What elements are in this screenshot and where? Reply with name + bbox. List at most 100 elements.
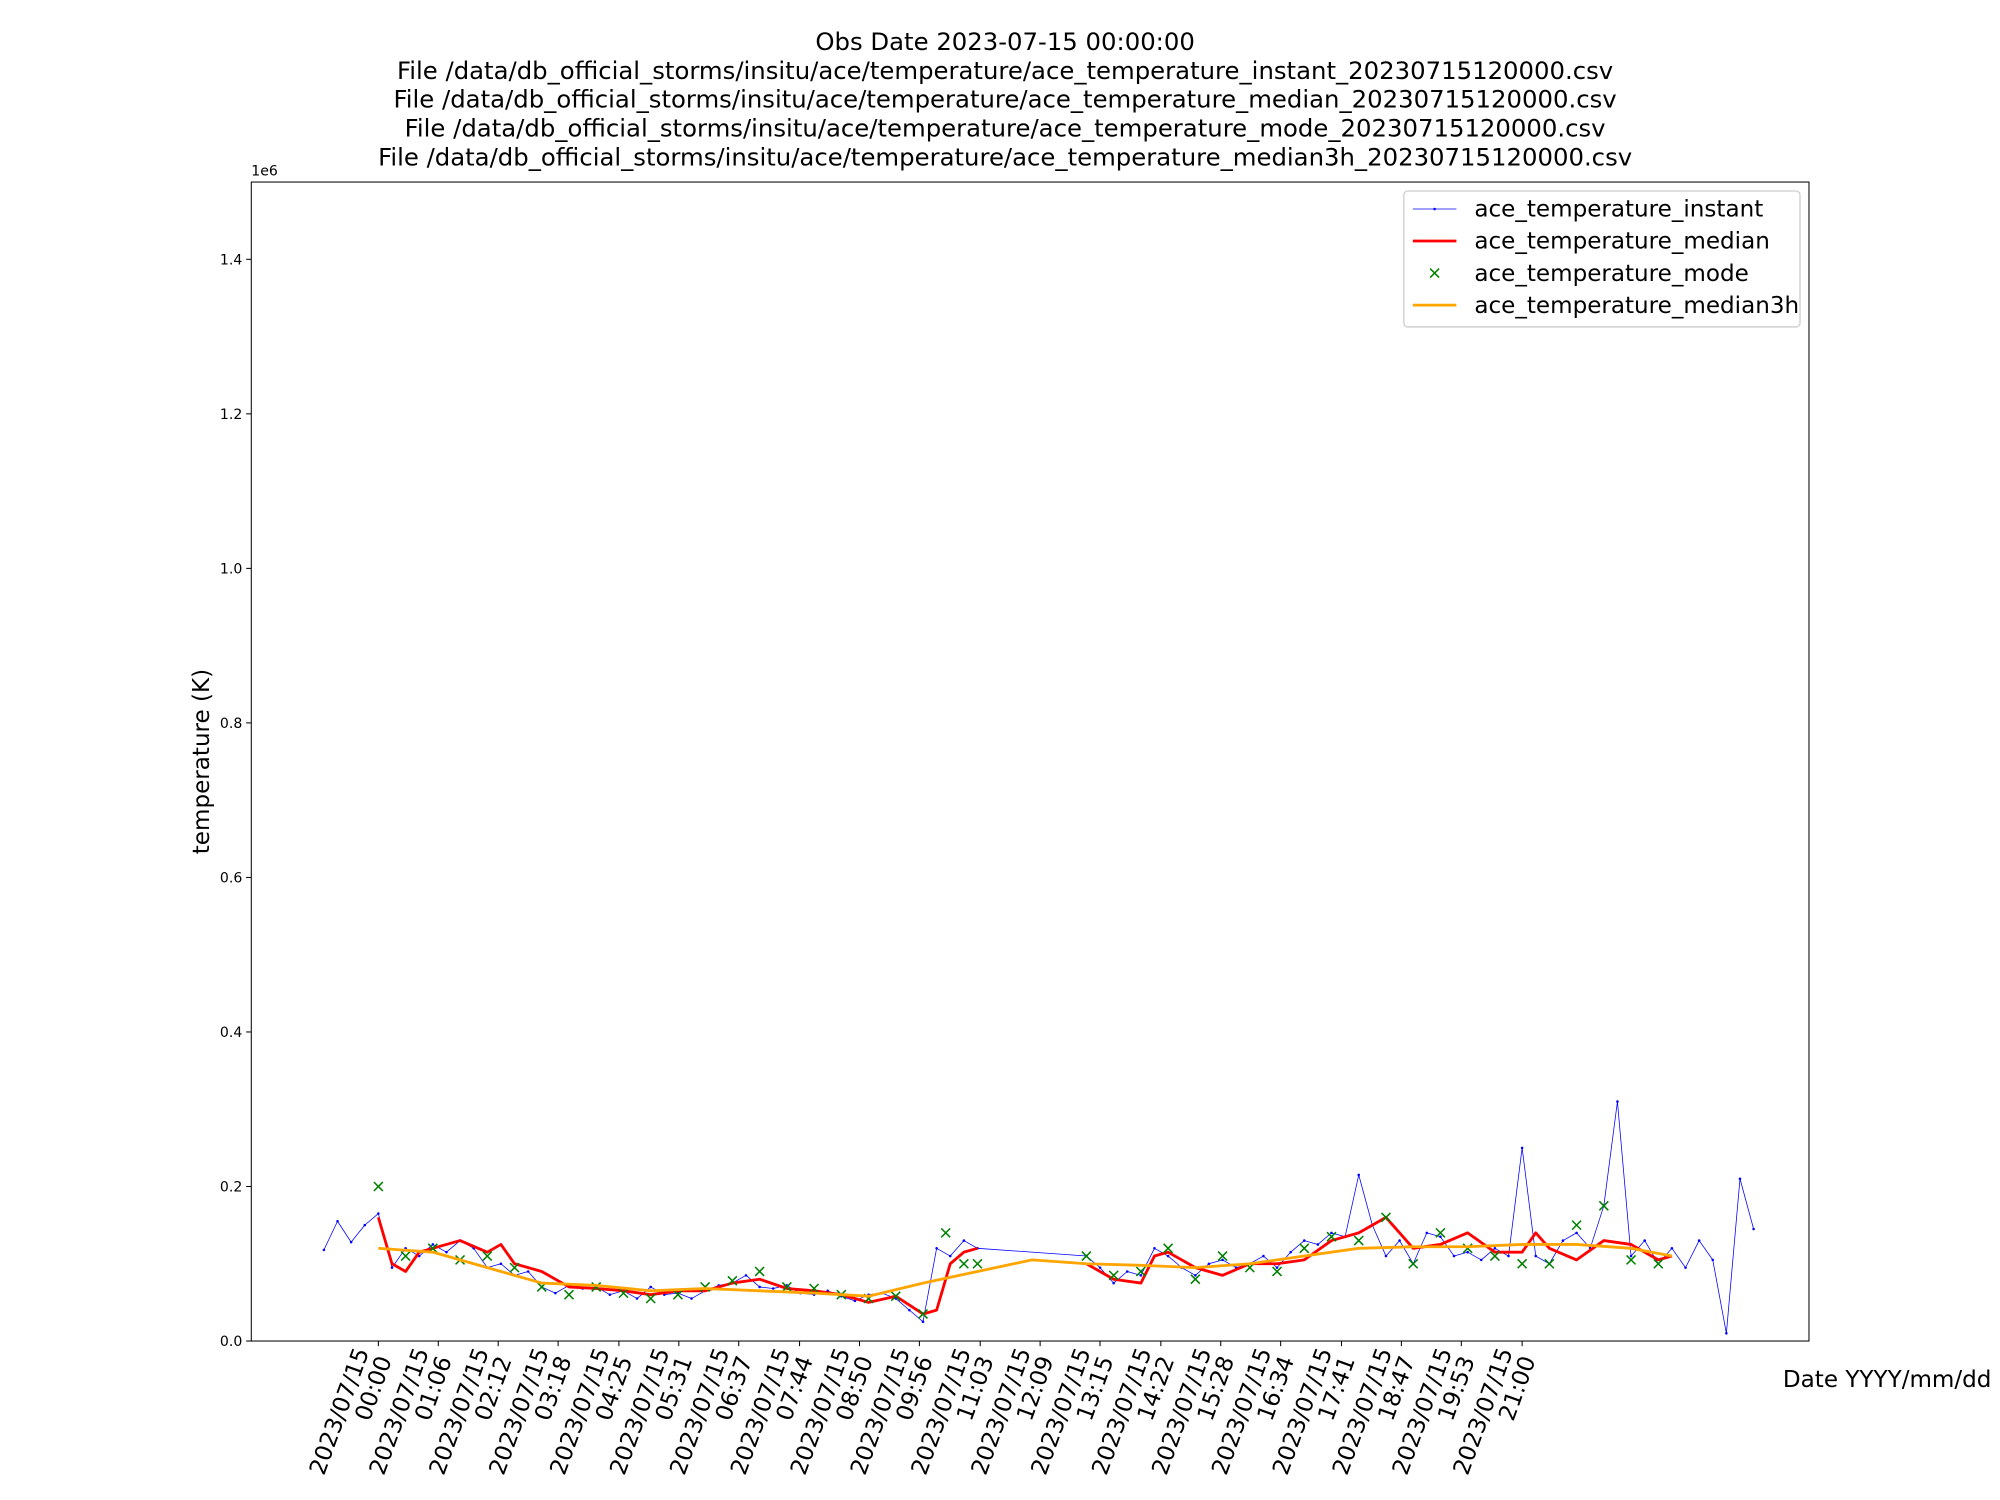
point <box>781 1281 792 1292</box>
y-tick-label: 0.0 <box>220 1334 242 1350</box>
point <box>1752 1227 1755 1231</box>
point <box>672 1289 683 1300</box>
point <box>1217 1251 1228 1262</box>
point <box>972 1258 983 1269</box>
point <box>1653 1258 1664 1269</box>
point <box>1629 1254 1633 1258</box>
point <box>1357 1173 1361 1177</box>
y-tick-label: 1.4 <box>220 252 242 268</box>
point <box>809 1283 820 1294</box>
series-line <box>378 1243 1673 1298</box>
point <box>1738 1177 1742 1181</box>
point <box>1489 1251 1500 1262</box>
y-offset-label: 1e6 <box>251 164 278 180</box>
point <box>1299 1243 1310 1254</box>
point <box>758 1285 761 1289</box>
point <box>744 1274 748 1277</box>
point <box>921 1320 925 1323</box>
point <box>917 1308 929 1320</box>
point <box>1330 1231 1333 1235</box>
point <box>349 1240 353 1244</box>
point <box>445 1250 448 1254</box>
point <box>1153 1247 1156 1250</box>
point <box>1408 1258 1419 1269</box>
legend-label: ace_temperature_median <box>1474 229 1769 255</box>
point <box>908 1308 911 1312</box>
point <box>1098 1266 1102 1269</box>
point <box>645 1293 656 1304</box>
point <box>1316 1243 1320 1246</box>
point <box>853 1299 857 1303</box>
point <box>509 1262 520 1273</box>
point <box>1452 1254 1456 1258</box>
point <box>890 1291 901 1302</box>
point <box>1194 1274 1197 1277</box>
point <box>363 1223 367 1227</box>
point <box>482 1251 493 1262</box>
point <box>1289 1250 1292 1254</box>
point <box>1166 1254 1170 1258</box>
point <box>1507 1254 1510 1258</box>
point <box>1262 1254 1265 1258</box>
legend-label: ace_temperature_instant <box>1474 197 1763 223</box>
point <box>1725 1332 1728 1335</box>
point <box>554 1291 557 1295</box>
y-tick-label: 1.2 <box>220 407 242 423</box>
point <box>1275 1266 1279 1269</box>
legend-box <box>1403 190 1801 328</box>
point <box>336 1219 339 1223</box>
point <box>935 1247 938 1250</box>
legend-marker <box>1429 268 1440 279</box>
y-tick-label: 0.8 <box>220 716 242 732</box>
point <box>563 1289 575 1300</box>
point <box>608 1293 612 1296</box>
point <box>1517 1258 1528 1269</box>
point <box>1598 1200 1609 1211</box>
point <box>1272 1266 1283 1277</box>
point <box>1384 1254 1388 1258</box>
legend-marker <box>1433 207 1436 211</box>
point <box>1571 1220 1582 1231</box>
point <box>618 1288 629 1299</box>
plot-frame <box>250 181 1810 1342</box>
point <box>962 1239 966 1242</box>
x-axis-label: Date YYYY/mm/dd <box>1783 1367 1992 1393</box>
point <box>1616 1100 1619 1103</box>
y-tick-label: 0.6 <box>220 871 242 887</box>
y-tick-label: 0.2 <box>220 1180 242 1196</box>
point <box>322 1248 326 1252</box>
point <box>1135 1266 1146 1277</box>
point <box>1493 1247 1497 1250</box>
point <box>754 1266 765 1277</box>
point <box>377 1212 380 1215</box>
chart-title: Obs Date 2023-07-15 00:00:00 <box>815 27 1195 56</box>
point <box>948 1254 952 1258</box>
point <box>1479 1258 1483 1262</box>
point <box>1190 1274 1201 1285</box>
point <box>635 1297 639 1300</box>
point <box>771 1287 775 1290</box>
point <box>1684 1266 1687 1269</box>
point <box>690 1297 693 1300</box>
legend-label: ace_temperature_median3h <box>1474 293 1799 319</box>
point <box>1425 1231 1429 1235</box>
point <box>499 1262 503 1266</box>
point <box>1561 1239 1565 1242</box>
chart-title: File /data/db_official_storms/insitu/ace… <box>397 56 1613 85</box>
point <box>1534 1254 1538 1258</box>
y-axis-label: temperature (K) <box>189 669 215 854</box>
point <box>1435 1227 1446 1238</box>
point <box>1439 1235 1442 1238</box>
chart-title: File /data/db_official_storms/insitu/ace… <box>394 85 1617 114</box>
point <box>390 1266 394 1269</box>
point <box>1163 1243 1174 1254</box>
point <box>1125 1270 1129 1273</box>
point <box>400 1251 411 1262</box>
y-tick-label: 1.0 <box>220 562 242 578</box>
point <box>1139 1274 1143 1277</box>
chart-title: File /data/db_official_storms/insitu/ace… <box>378 142 1632 171</box>
point <box>727 1275 738 1286</box>
point <box>1108 1270 1119 1281</box>
point <box>1398 1239 1401 1242</box>
